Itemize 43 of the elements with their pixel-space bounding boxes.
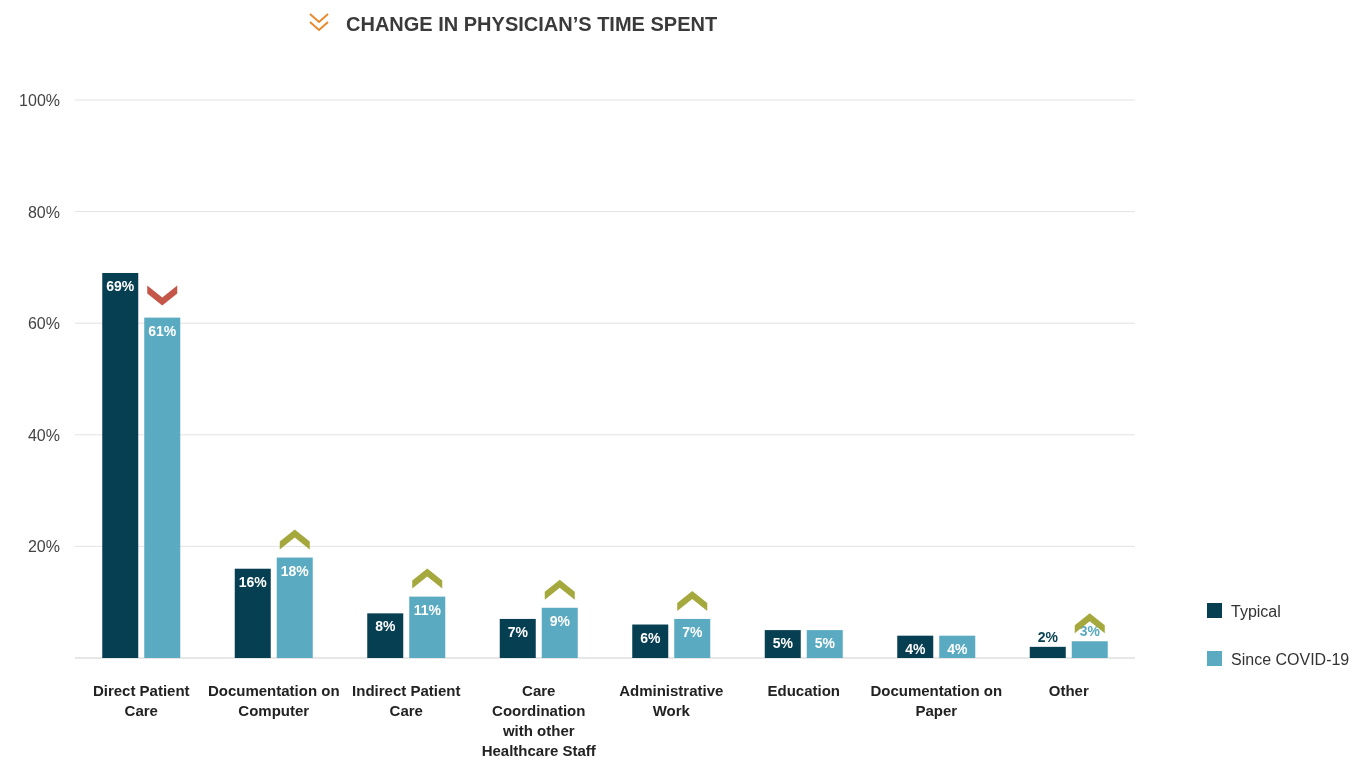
bar xyxy=(276,557,313,658)
data-label: 69% xyxy=(106,277,135,294)
data-label: 61% xyxy=(148,322,177,339)
x-tick-label: Documentation on Computer xyxy=(207,682,340,719)
bar xyxy=(367,613,404,658)
data-label: 3% xyxy=(1079,623,1101,640)
bar xyxy=(499,618,536,658)
y-tick-label: 100% xyxy=(19,92,60,109)
bar xyxy=(674,618,711,658)
x-tick-label: Other xyxy=(1048,682,1089,699)
bar xyxy=(1029,646,1066,658)
data-label: 7% xyxy=(507,623,529,640)
data-label: 5% xyxy=(772,635,794,652)
y-tick-label: 60% xyxy=(27,315,60,333)
data-label: 7% xyxy=(682,623,703,640)
legend-label: Typical xyxy=(1231,603,1281,620)
y-tick-label: 20% xyxy=(27,538,60,556)
legend-label: Since COVID-19 xyxy=(1231,651,1350,668)
x-tick-label: Administrative Work xyxy=(619,682,724,719)
data-label: 6% xyxy=(640,629,661,646)
data-label: 2% xyxy=(1037,628,1059,645)
bar xyxy=(102,272,139,658)
x-tick-label: Education xyxy=(767,682,841,699)
x-tick-label: Care Coordination with other Healthcare Staff xyxy=(481,682,597,759)
data-label: 9% xyxy=(549,612,571,629)
data-label: 16% xyxy=(238,573,268,590)
data-label: 8% xyxy=(375,618,396,635)
data-label: 4% xyxy=(905,640,926,657)
y-tick-label: 40% xyxy=(27,426,60,444)
x-tick-label: Documentation on Paper xyxy=(870,682,1003,719)
x-tick-label: Direct Patient Care xyxy=(92,682,190,719)
bar xyxy=(144,317,181,658)
bar xyxy=(234,568,271,658)
y-tick-label: 80% xyxy=(27,203,60,221)
bar xyxy=(541,607,578,658)
bar xyxy=(1071,641,1108,658)
data-label: 5% xyxy=(814,635,836,652)
chart-title: CHANGE IN PHYSICIAN’S TIME SPENT xyxy=(346,13,718,35)
data-label: 11% xyxy=(413,601,442,618)
x-tick-label: Indirect Patient Care xyxy=(352,682,461,719)
bar xyxy=(409,596,446,658)
data-label: 18% xyxy=(280,562,310,579)
data-label: 4% xyxy=(947,640,968,657)
